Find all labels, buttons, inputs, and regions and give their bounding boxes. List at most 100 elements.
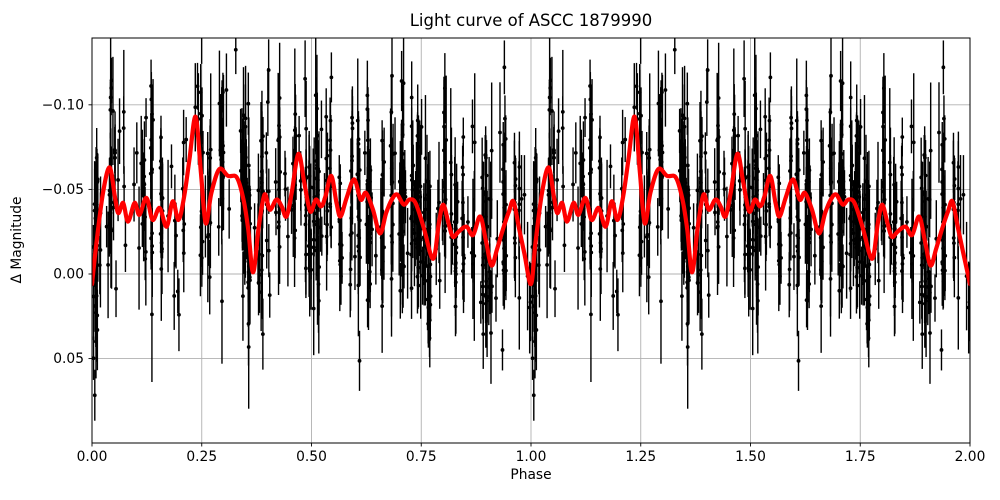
data-point: [682, 155, 687, 160]
chart-title: Light curve of ASCC 1879990: [410, 11, 653, 30]
x-tick-label: 0.00: [77, 449, 108, 465]
data-point: [512, 160, 517, 165]
data-point: [754, 106, 758, 111]
y-tick-label: 0.00: [53, 266, 84, 282]
data-point: [117, 129, 122, 134]
data-point: [666, 207, 671, 211]
data-point: [455, 199, 460, 204]
data-point: [466, 220, 470, 224]
data-point: [370, 227, 374, 232]
data-point: [655, 225, 660, 229]
data-point: [207, 275, 212, 280]
data-point: [875, 206, 879, 211]
data-point: [852, 238, 857, 243]
data-point: [717, 170, 722, 174]
data-point: [940, 142, 945, 147]
data-point: [900, 135, 905, 139]
data-point: [716, 135, 721, 139]
data-point: [743, 126, 748, 131]
data-point: [494, 296, 498, 301]
data-point: [637, 225, 642, 230]
data-point: [121, 109, 126, 114]
data-point: [881, 86, 886, 91]
data-point: [490, 284, 494, 289]
data-point: [357, 358, 362, 363]
data-point: [461, 262, 466, 266]
data-point: [489, 331, 493, 335]
data-point: [217, 101, 222, 106]
data-point: [789, 158, 793, 163]
data-point: [705, 248, 710, 253]
data-point: [750, 306, 755, 311]
data-point: [672, 47, 677, 52]
data-point: [712, 180, 717, 184]
data-point: [939, 348, 944, 352]
data-point: [233, 47, 238, 52]
data-point: [905, 220, 909, 224]
data-point: [646, 275, 651, 280]
data-point: [928, 148, 933, 153]
data-point: [403, 194, 408, 199]
data-point: [891, 220, 896, 224]
x-tick-label: 1.75: [845, 449, 876, 465]
data-point: [899, 216, 904, 221]
data-point: [941, 65, 946, 70]
data-point: [283, 171, 287, 176]
data-point: [940, 167, 944, 172]
data-point: [608, 164, 613, 169]
data-point: [522, 192, 527, 197]
data-point: [685, 163, 690, 168]
data-point: [758, 127, 763, 132]
data-point: [397, 179, 402, 184]
data-point: [722, 171, 726, 176]
data-point: [888, 172, 893, 177]
data-point: [552, 148, 556, 153]
data-point: [366, 298, 371, 303]
data-point: [821, 245, 825, 250]
data-point: [705, 68, 710, 72]
data-point: [659, 299, 663, 304]
data-point: [517, 165, 522, 169]
data-point: [660, 90, 664, 95]
data-point: [256, 280, 261, 285]
data-point: [503, 116, 507, 121]
data-point: [485, 294, 489, 299]
data-point: [444, 138, 449, 142]
data-point: [882, 224, 887, 228]
data-point: [460, 165, 465, 170]
data-point: [940, 238, 945, 243]
data-point: [368, 236, 372, 241]
data-point: [620, 140, 625, 145]
data-point: [848, 214, 853, 219]
data-point: [399, 79, 404, 83]
data-point: [837, 288, 842, 293]
data-point: [224, 88, 229, 92]
data-point: [919, 175, 924, 180]
data-point: [777, 241, 782, 246]
data-point: [92, 356, 96, 361]
data-point: [461, 135, 466, 139]
data-point: [920, 292, 925, 297]
data-point: [828, 277, 833, 281]
data-point: [98, 248, 103, 252]
data-point: [350, 158, 354, 163]
data-point: [933, 296, 937, 301]
data-point: [620, 228, 625, 233]
data-point: [319, 127, 324, 132]
data-point: [576, 246, 580, 250]
data-point: [92, 208, 97, 213]
data-point: [389, 277, 394, 281]
data-point: [859, 273, 864, 278]
data-point: [736, 133, 741, 138]
data-point: [731, 236, 736, 240]
data-point: [409, 95, 414, 100]
data-point: [246, 280, 251, 285]
data-point: [246, 101, 251, 106]
data-point: [328, 204, 333, 209]
data-point: [415, 118, 420, 123]
data-point: [531, 208, 536, 213]
data-point: [470, 124, 475, 129]
data-point: [373, 253, 378, 258]
data-point: [393, 151, 397, 156]
